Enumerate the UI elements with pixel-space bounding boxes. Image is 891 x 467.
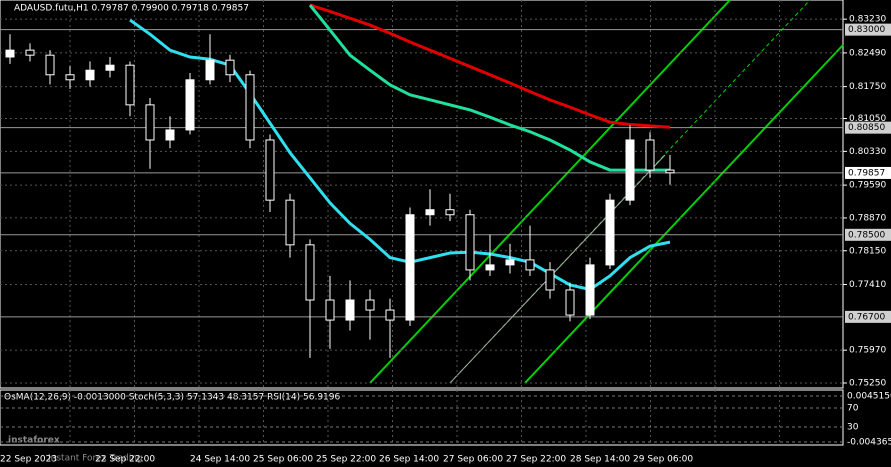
candle-body bbox=[565, 289, 575, 316]
candle-body bbox=[525, 259, 535, 271]
candle-body bbox=[345, 299, 355, 321]
candle-body bbox=[45, 54, 55, 76]
candle-body bbox=[405, 214, 415, 321]
candle-body bbox=[305, 244, 315, 301]
indicator-title: OsMA(12,26,9) -0.0013000 Stoch(5,3,3) 57… bbox=[4, 393, 340, 403]
candle-body bbox=[665, 169, 675, 174]
y-tick-label: 0.81050 bbox=[849, 114, 886, 124]
ma-line bbox=[129, 18, 671, 292]
candle-body bbox=[285, 199, 295, 246]
candle-body bbox=[5, 49, 15, 58]
candle-body bbox=[65, 74, 75, 81]
candle-body bbox=[445, 209, 455, 216]
indicator-label: -0.0043655 bbox=[847, 438, 891, 448]
candle-body bbox=[485, 264, 495, 271]
level-label: 0.78500 bbox=[848, 230, 885, 240]
level-label: 0.79857 bbox=[848, 168, 885, 178]
candle-body bbox=[605, 199, 615, 266]
candle-body bbox=[185, 79, 195, 131]
level-box bbox=[845, 166, 891, 179]
plot-frame bbox=[0, 0, 844, 389]
x-tick-label: 27 Sep 22:00 bbox=[506, 455, 566, 465]
candle-body bbox=[545, 269, 555, 291]
watermark-sub: Instant Forex Trading bbox=[48, 454, 143, 464]
level-box bbox=[845, 121, 891, 134]
candle-body bbox=[465, 214, 475, 271]
candle-body bbox=[365, 299, 375, 311]
y-tick-label: 0.83230 bbox=[849, 15, 886, 25]
candle-body bbox=[585, 264, 595, 316]
y-tick-label: 0.79590 bbox=[849, 181, 886, 191]
chart-title: ADAUSD.futu,H1 0.79787 0.79900 0.79718 0… bbox=[14, 4, 249, 14]
indicator-label: 70 bbox=[847, 404, 859, 414]
candle-body bbox=[125, 64, 135, 106]
candle-body bbox=[25, 49, 35, 56]
ma-line bbox=[309, 3, 671, 129]
candle-body bbox=[385, 309, 395, 321]
y-tick-label: 0.78870 bbox=[849, 213, 886, 223]
x-tick-label: 26 Sep 14:00 bbox=[379, 455, 439, 465]
x-tick-label: 25 Sep 06:00 bbox=[253, 455, 313, 465]
x-tick-label: 29 Sep 06:00 bbox=[633, 455, 693, 465]
channel bbox=[369, 0, 844, 384]
y-tick-label: 0.80330 bbox=[849, 147, 886, 157]
x-tick-label: 22 Sep 22:00 bbox=[95, 455, 155, 465]
candle-body bbox=[205, 59, 215, 81]
candle-body bbox=[325, 299, 335, 321]
ma-line bbox=[308, 4, 670, 172]
candle-body bbox=[645, 139, 655, 171]
level-label: 0.80850 bbox=[848, 123, 885, 133]
channel-line bbox=[524, 44, 844, 384]
x-tick-label: 27 Sep 06:00 bbox=[443, 455, 503, 465]
candle-body bbox=[225, 59, 235, 76]
level-box bbox=[845, 310, 891, 323]
level-box bbox=[845, 228, 891, 241]
y-tick-label: 0.75970 bbox=[849, 346, 886, 356]
candle-body bbox=[85, 69, 95, 81]
x-tick-label: 25 Sep 22:00 bbox=[316, 455, 376, 465]
x-tick-label: 22 Sep 2023 bbox=[0, 455, 57, 465]
indicator-label: 30 bbox=[847, 423, 859, 433]
indicator-label: 0.0045156 bbox=[847, 392, 891, 402]
y-tick-label: 0.81750 bbox=[849, 82, 886, 92]
level-label: 0.76700 bbox=[848, 312, 885, 322]
indicator-frame bbox=[0, 389, 844, 446]
candle-body bbox=[245, 74, 255, 141]
candle-body bbox=[105, 64, 115, 71]
y-tick-label: 0.78150 bbox=[849, 246, 886, 256]
y-tick-label: 0.75250 bbox=[849, 378, 886, 388]
level-label: 0.83000 bbox=[848, 25, 885, 35]
candle-body bbox=[265, 139, 275, 201]
candle-body bbox=[505, 259, 515, 266]
channel-line bbox=[369, 0, 731, 384]
candle-body bbox=[625, 139, 635, 201]
candle-body bbox=[165, 129, 175, 141]
candle-body bbox=[145, 104, 155, 141]
watermark: instaforex bbox=[8, 436, 60, 446]
y-tick-label: 0.82490 bbox=[849, 48, 886, 58]
x-tick-label: 24 Sep 14:00 bbox=[190, 455, 250, 465]
candle-body bbox=[425, 209, 435, 216]
level-box bbox=[845, 23, 891, 36]
x-tick-label: 28 Sep 14:00 bbox=[570, 455, 630, 465]
y-tick-label: 0.77410 bbox=[849, 280, 886, 290]
